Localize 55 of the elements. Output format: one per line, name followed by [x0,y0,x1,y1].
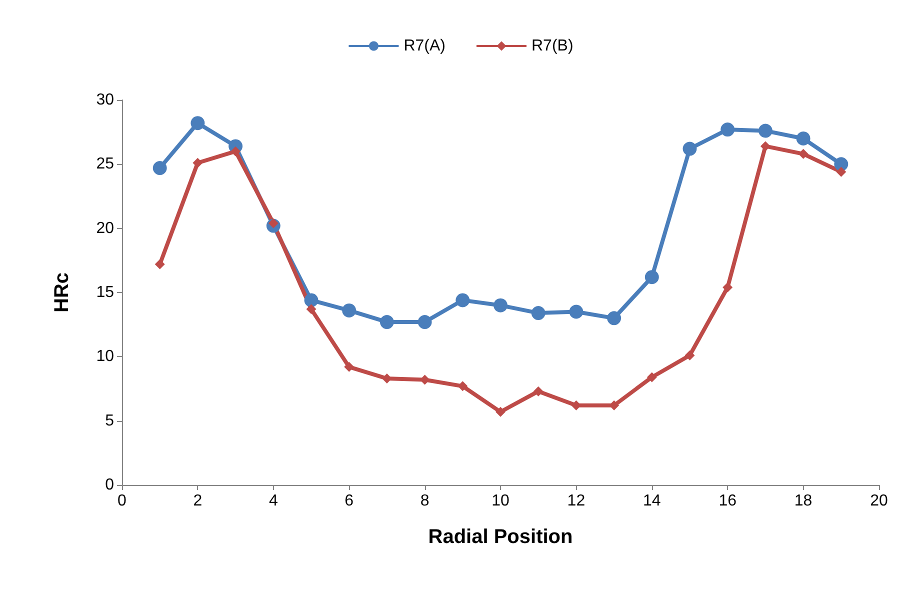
point [154,259,165,270]
x-tick-label: 4 [268,492,278,510]
point [531,306,546,320]
x-tick-label: 20 [870,492,888,510]
point [646,372,657,382]
x-tick-label: 8 [420,492,430,510]
x-tick-label: 6 [344,492,354,510]
point [382,373,392,384]
x-tick-label: 18 [794,492,812,510]
y-tick-label: 30 [96,92,114,108]
point [380,315,394,330]
point [494,298,508,312]
x-tick-label: 12 [567,492,586,510]
x-axis-title: Radial Position [428,526,573,548]
point [418,315,432,330]
point [644,270,659,284]
point [720,122,735,137]
point [456,293,470,308]
point [682,142,697,156]
point [344,362,354,372]
point [230,146,241,156]
point [607,311,622,326]
point [684,350,695,360]
point [722,282,733,292]
x-tick-label: 2 [193,492,202,510]
point [306,304,316,314]
y-tick-label: 10 [96,348,114,366]
point [304,293,318,308]
point [190,116,205,130]
y-tick-label: 25 [96,156,114,173]
point [796,132,810,146]
legend-label: R7(A) [404,38,446,54]
x-tick-label: 14 [643,492,661,510]
y-tick-label: 5 [105,412,114,430]
point [152,161,167,176]
point [760,141,770,152]
point [609,400,620,410]
x-tick-label: 10 [492,492,510,510]
legend-label: R7(B) [532,38,574,54]
y-tick-label: 20 [96,220,114,237]
point [342,303,356,318]
point [192,158,203,168]
point [496,406,506,417]
point [533,386,544,396]
point [458,381,468,392]
y-tick-label: 15 [96,284,114,301]
x-tick-label: 16 [718,492,737,510]
point [569,304,584,319]
point [798,148,808,159]
point [834,157,848,172]
y-tick-label: 0 [105,476,114,494]
y-axis-title: HRc [51,272,73,313]
x-tick-label: 0 [118,492,127,510]
point [836,166,846,177]
point [758,124,772,138]
